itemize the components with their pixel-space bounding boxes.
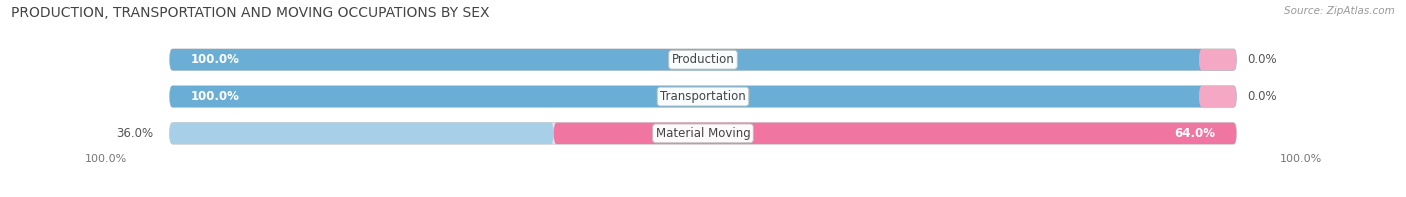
Text: 36.0%: 36.0% <box>117 127 153 140</box>
Text: Transportation: Transportation <box>661 90 745 103</box>
FancyBboxPatch shape <box>170 49 1236 70</box>
Text: Source: ZipAtlas.com: Source: ZipAtlas.com <box>1284 6 1395 16</box>
Text: PRODUCTION, TRANSPORTATION AND MOVING OCCUPATIONS BY SEX: PRODUCTION, TRANSPORTATION AND MOVING OC… <box>11 6 489 20</box>
Text: Material Moving: Material Moving <box>655 127 751 140</box>
FancyBboxPatch shape <box>1199 86 1236 107</box>
FancyBboxPatch shape <box>170 123 1236 144</box>
Text: 0.0%: 0.0% <box>1247 53 1277 66</box>
FancyBboxPatch shape <box>554 123 1236 144</box>
Text: Production: Production <box>672 53 734 66</box>
FancyBboxPatch shape <box>170 86 1236 107</box>
Text: 100.0%: 100.0% <box>1279 154 1322 164</box>
FancyBboxPatch shape <box>170 86 1236 107</box>
Text: 100.0%: 100.0% <box>191 53 240 66</box>
Text: 0.0%: 0.0% <box>1247 90 1277 103</box>
Text: 100.0%: 100.0% <box>191 90 240 103</box>
FancyBboxPatch shape <box>1199 49 1236 70</box>
FancyBboxPatch shape <box>170 123 554 144</box>
FancyBboxPatch shape <box>170 49 1236 70</box>
Text: 64.0%: 64.0% <box>1174 127 1215 140</box>
Text: 100.0%: 100.0% <box>84 154 127 164</box>
